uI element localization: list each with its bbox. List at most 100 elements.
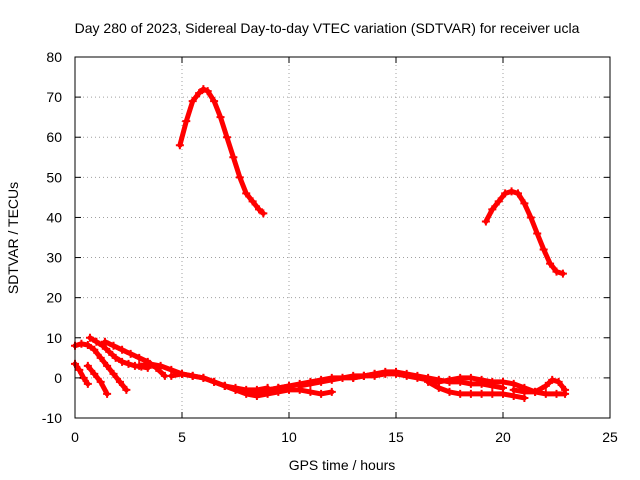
series-line bbox=[85, 363, 110, 397]
data-point bbox=[118, 357, 127, 366]
x-tick-label: 15 bbox=[388, 429, 404, 445]
data-point bbox=[252, 389, 261, 398]
chart-title: Day 280 of 2023, Sidereal Day-to-day VTE… bbox=[75, 20, 580, 36]
data-point bbox=[255, 205, 264, 214]
data-point bbox=[359, 371, 368, 380]
series-line bbox=[177, 86, 266, 216]
series-arc1 bbox=[175, 85, 268, 218]
data-point bbox=[317, 377, 326, 386]
data-point bbox=[105, 347, 114, 356]
data-point bbox=[546, 259, 555, 268]
y-tick-label: 80 bbox=[46, 49, 62, 65]
y-tick-label: 30 bbox=[46, 250, 62, 266]
x-tick-label: 25 bbox=[602, 429, 618, 445]
data-point bbox=[222, 133, 231, 142]
series-arc2 bbox=[481, 187, 567, 278]
data-point bbox=[103, 389, 112, 398]
data-point bbox=[199, 85, 208, 94]
data-point bbox=[178, 369, 186, 378]
data-point bbox=[210, 377, 219, 386]
data-point bbox=[92, 337, 101, 346]
data-point bbox=[90, 345, 99, 354]
data-point bbox=[445, 375, 454, 384]
y-tick-label: -10 bbox=[42, 410, 62, 426]
data-point bbox=[338, 373, 347, 382]
data-point bbox=[118, 345, 127, 354]
data-point bbox=[531, 387, 540, 396]
data-point bbox=[156, 361, 165, 370]
data-point bbox=[248, 197, 257, 206]
data-point bbox=[259, 209, 268, 218]
data-point bbox=[456, 373, 465, 382]
y-tick-label: 70 bbox=[46, 89, 62, 105]
data-point bbox=[370, 369, 379, 378]
data-point bbox=[199, 373, 208, 382]
data-point bbox=[210, 97, 219, 106]
series-arc16 bbox=[509, 375, 570, 396]
data-point bbox=[488, 377, 497, 386]
data-point bbox=[317, 389, 326, 398]
data-point bbox=[306, 387, 315, 396]
data-point bbox=[456, 389, 465, 398]
series-line bbox=[425, 379, 527, 401]
data-point bbox=[554, 377, 563, 386]
y-tick-label: 10 bbox=[46, 330, 62, 346]
data-point bbox=[274, 383, 283, 392]
data-point bbox=[413, 371, 422, 380]
data-point bbox=[306, 379, 315, 388]
data-point bbox=[242, 389, 251, 398]
data-point bbox=[501, 189, 510, 198]
data-point bbox=[135, 361, 144, 370]
data-point bbox=[90, 369, 99, 378]
series-line bbox=[72, 361, 91, 387]
data-point bbox=[539, 245, 548, 254]
grid-lines bbox=[75, 57, 610, 418]
data-point bbox=[533, 229, 542, 238]
data-point bbox=[327, 375, 336, 384]
data-point bbox=[477, 375, 486, 384]
y-tick-label: 20 bbox=[46, 290, 62, 306]
data-point bbox=[83, 361, 92, 370]
data-point bbox=[526, 213, 535, 222]
data-point bbox=[103, 361, 112, 370]
x-tick-label: 5 bbox=[178, 429, 186, 445]
data-point bbox=[520, 199, 529, 208]
y-tick-label: 60 bbox=[46, 129, 62, 145]
data-point bbox=[109, 369, 118, 378]
data-point bbox=[96, 377, 105, 386]
data-point bbox=[229, 153, 238, 162]
data-point bbox=[75, 365, 84, 374]
data-point bbox=[434, 377, 443, 386]
data-point bbox=[135, 353, 144, 362]
data-point bbox=[242, 189, 251, 198]
data-point bbox=[327, 387, 336, 396]
data-point bbox=[195, 89, 204, 98]
series-arc14 bbox=[424, 377, 529, 402]
x-tick-label: 20 bbox=[495, 429, 511, 445]
axis-ticks: 0 5 10 15 20 25 -10 0 10 20 30 40 50 60 70 80 bbox=[42, 49, 618, 445]
data-point bbox=[216, 113, 225, 122]
data-point bbox=[552, 389, 561, 398]
data-point bbox=[392, 367, 400, 376]
data-point bbox=[402, 369, 411, 378]
data-point bbox=[122, 385, 131, 394]
y-axis-label: SDTVAR / TECUs bbox=[5, 182, 21, 294]
data-point bbox=[507, 187, 516, 196]
data-point bbox=[561, 385, 570, 394]
data-point bbox=[231, 385, 240, 394]
data-point bbox=[83, 340, 92, 349]
data-point bbox=[109, 341, 118, 350]
data-point bbox=[513, 189, 522, 198]
data-point bbox=[499, 389, 507, 398]
y-tick-label: 0 bbox=[54, 370, 62, 386]
x-axis-label: GPS time / hours bbox=[289, 457, 396, 473]
data-point bbox=[235, 173, 244, 182]
data-point bbox=[509, 385, 518, 394]
data-point bbox=[552, 267, 561, 276]
data-point bbox=[541, 389, 550, 398]
data-point bbox=[85, 333, 94, 342]
data-point bbox=[424, 377, 433, 386]
data-point bbox=[111, 353, 120, 362]
data-point bbox=[548, 375, 557, 384]
